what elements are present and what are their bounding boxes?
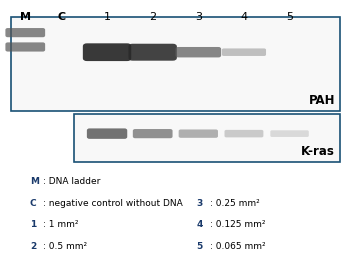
Text: 2: 2 — [30, 242, 36, 251]
FancyBboxPatch shape — [12, 18, 339, 110]
Text: M: M — [20, 12, 31, 22]
Text: : 0.5 mm²: : 0.5 mm² — [43, 242, 87, 251]
Text: : 0.25 mm²: : 0.25 mm² — [210, 199, 260, 208]
Text: C: C — [57, 12, 66, 22]
FancyBboxPatch shape — [11, 17, 340, 111]
Text: : 1 mm²: : 1 mm² — [43, 220, 79, 229]
FancyBboxPatch shape — [222, 49, 266, 56]
FancyBboxPatch shape — [133, 129, 173, 138]
Text: 3: 3 — [197, 199, 203, 208]
FancyBboxPatch shape — [225, 130, 263, 137]
FancyBboxPatch shape — [5, 28, 45, 37]
Text: : negative control without DNA: : negative control without DNA — [43, 199, 183, 208]
Text: : 0.125 mm²: : 0.125 mm² — [210, 220, 265, 229]
Text: 4: 4 — [240, 12, 247, 22]
Text: K-ras: K-ras — [301, 145, 335, 158]
FancyBboxPatch shape — [270, 130, 309, 137]
Text: PAH: PAH — [309, 94, 335, 107]
Text: 5: 5 — [286, 12, 293, 22]
Text: 3: 3 — [195, 12, 202, 22]
FancyBboxPatch shape — [176, 47, 221, 57]
FancyBboxPatch shape — [87, 128, 127, 139]
Text: 4: 4 — [197, 220, 203, 229]
FancyBboxPatch shape — [75, 115, 339, 161]
Text: 1: 1 — [30, 220, 36, 229]
Text: : 0.065 mm²: : 0.065 mm² — [210, 242, 265, 251]
FancyBboxPatch shape — [83, 43, 131, 61]
Text: 5: 5 — [197, 242, 203, 251]
Text: 1: 1 — [104, 12, 111, 22]
Text: C: C — [30, 199, 37, 208]
FancyBboxPatch shape — [5, 42, 45, 52]
Text: M: M — [30, 177, 39, 186]
Text: 2: 2 — [149, 12, 156, 22]
FancyBboxPatch shape — [128, 44, 177, 61]
FancyBboxPatch shape — [179, 129, 218, 138]
FancyBboxPatch shape — [74, 114, 340, 162]
Text: : DNA ladder: : DNA ladder — [43, 177, 100, 186]
